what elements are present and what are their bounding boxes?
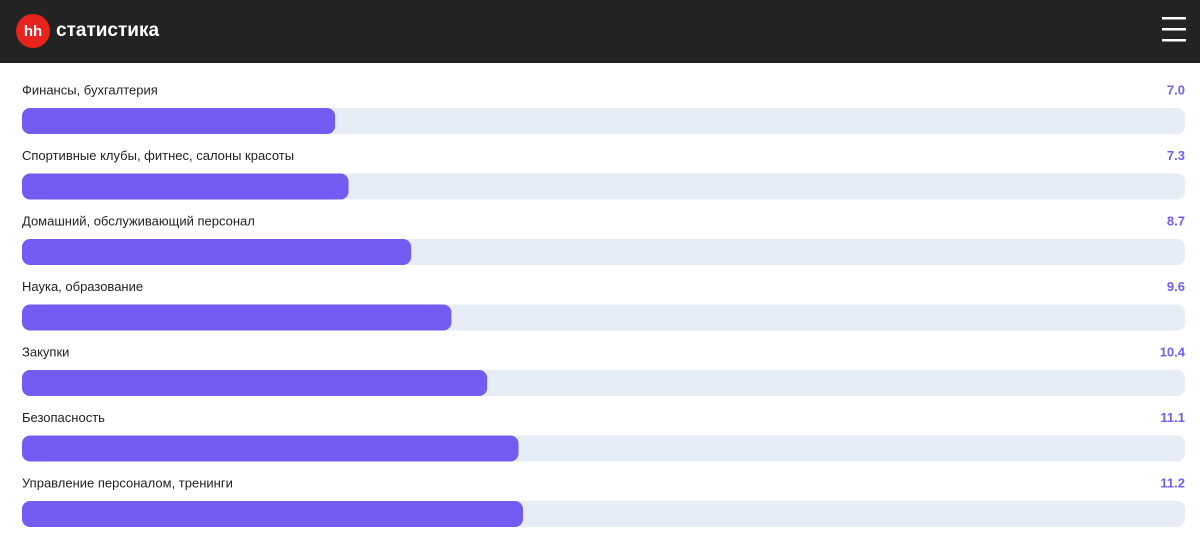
menu-line — [1162, 28, 1186, 31]
bar — [22, 239, 412, 265]
menu-icon[interactable] — [1162, 17, 1186, 42]
category-label: Наука, образование — [22, 279, 143, 294]
value-label: 7.0 — [1167, 82, 1185, 97]
logo-circle[interactable] — [16, 14, 50, 48]
logo-text[interactable]: hh — [24, 23, 42, 40]
bar — [22, 304, 452, 331]
value-label: 11.2 — [1160, 475, 1185, 490]
category-label: Домашний, обслуживающий персонал — [22, 213, 255, 228]
category-label: Управление персоналом, тренинги — [22, 475, 233, 490]
menu-line — [1162, 39, 1186, 42]
bar — [22, 173, 349, 200]
category-label: Закупки — [22, 344, 69, 359]
bar — [22, 370, 488, 396]
bar — [22, 108, 336, 134]
site-title[interactable]: статистика — [56, 20, 159, 41]
bar — [22, 435, 519, 462]
bar-list: Финансы, бухгалтерия 7.0 Спортивные клубы,… — [22, 82, 1186, 527]
value-label: 8.7 — [1167, 213, 1185, 228]
category-label: Спортивные клубы, фитнес, салоны красоты — [22, 148, 294, 163]
menu-line — [1162, 17, 1186, 20]
category-label: Безопасность — [22, 410, 105, 425]
header-bar — [0, 0, 1200, 63]
value-label: 11.1 — [1160, 410, 1185, 425]
bar — [22, 501, 523, 527]
value-label: 7.3 — [1167, 148, 1185, 163]
value-label: 9.6 — [1167, 279, 1185, 294]
category-label: Финансы, бухгалтерия — [22, 82, 158, 97]
value-label: 10.4 — [1160, 344, 1186, 359]
